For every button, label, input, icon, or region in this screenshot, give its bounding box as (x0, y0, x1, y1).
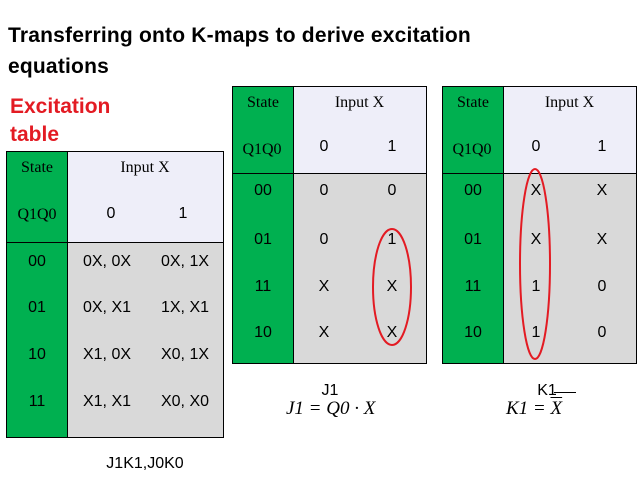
group-oval (519, 168, 551, 360)
row-divider (7, 242, 223, 243)
table-cell: 0X, 1X (160, 253, 210, 270)
input-label: Input X (334, 94, 385, 111)
table-row-state: 00 (254, 182, 272, 199)
kmap-j1-caption: J1 (321, 382, 339, 399)
subtitle-line-2: table (10, 123, 60, 146)
state-label: State (457, 94, 489, 111)
kmap-cell: X (318, 324, 330, 341)
state-label: State (247, 94, 279, 111)
state-column-bg (443, 87, 503, 363)
state-label: State (21, 159, 53, 176)
table-row-state: 01 (28, 299, 46, 316)
table-cell: X0, X0 (160, 393, 210, 410)
subtitle-line-1: Excitation (10, 95, 111, 118)
kmap-j1-grouping-loop (372, 228, 412, 346)
table-row-state: 01 (464, 231, 482, 248)
column-divider (67, 152, 68, 437)
table-row-state: 10 (28, 346, 46, 363)
kmap-cell: 0 (319, 182, 329, 199)
table-cell: 0X, X1 (82, 299, 132, 316)
kmap-k1: State Input X Q1Q0 0 1 00 X X 01 X X 11 … (442, 86, 637, 364)
table-cell: 1X, X1 (160, 299, 210, 316)
kmap-cell: 1 (531, 324, 541, 341)
table-cell: 0X, 0X (82, 253, 132, 270)
table-row-state: 10 (254, 324, 272, 341)
kmap-cell: 0 (597, 324, 607, 341)
q-label: Q1Q0 (242, 141, 282, 158)
excitation-table-caption: J1K1,J0K0 (106, 455, 184, 472)
kmap-cell: 0 (319, 231, 329, 248)
table-row-state: 10 (464, 324, 482, 341)
column-divider (293, 87, 294, 363)
column-divider (503, 87, 504, 363)
table-row-state: 00 (464, 182, 482, 199)
kmap-k1-caption: K1 (537, 382, 557, 399)
table-row-state: 11 (464, 278, 482, 295)
kmap-cell: X (596, 182, 608, 199)
kmap-cell: X (386, 278, 398, 295)
table-cell: X1, 0X (82, 346, 132, 363)
column-header-1: 1 (387, 138, 397, 155)
input-header-bg (503, 87, 636, 173)
title-line-1: Transferring onto K-maps to derive excit… (8, 24, 471, 47)
q-label: Q1Q0 (17, 206, 57, 223)
kmap-cell: X (386, 324, 398, 341)
kmap-k1-grouping-loop (519, 168, 551, 360)
state-column-bg (233, 87, 293, 363)
k1-equation: K1 = X (506, 398, 562, 420)
caption-overline (554, 392, 576, 393)
table-cell: X1, X1 (82, 393, 132, 410)
kmap-cell: X (530, 182, 542, 199)
group-oval (372, 228, 412, 346)
table-row-state: 11 (28, 393, 46, 410)
k1-equation-lhs: K1 = (506, 398, 546, 419)
kmap-cell: 1 (387, 231, 397, 248)
kmap-cell: 0 (387, 182, 397, 199)
excitation-table: State Input X Q1Q0 0 1 00 0X, 0X 0X, 1X … (6, 151, 224, 438)
column-header-1: 1 (597, 138, 607, 155)
column-header-0: 0 (319, 138, 329, 155)
slide-title: Transferring onto K-maps to derive excit… (8, 20, 471, 82)
kmap-cell: 1 (531, 278, 541, 295)
values-bg (67, 242, 223, 437)
table-row-state: 01 (254, 231, 272, 248)
column-header-0: 0 (531, 138, 541, 155)
state-column-bg (7, 152, 67, 437)
title-line-2: equations (8, 55, 109, 78)
input-header-bg (293, 87, 426, 173)
table-row-state: 00 (28, 253, 46, 270)
kmap-j1: State Input X Q1Q0 0 1 00 0 0 01 0 1 11 … (232, 86, 427, 364)
table-cell: X0, 1X (160, 346, 210, 363)
column-header-0: 0 (106, 205, 116, 222)
q-label: Q1Q0 (452, 141, 492, 158)
excitation-table-heading: Excitation table (10, 93, 110, 149)
row-divider (233, 173, 426, 174)
j1-equation: J1 = Q0 · X (286, 398, 376, 419)
input-header-bg (67, 152, 223, 242)
table-row-state: 11 (254, 278, 272, 295)
kmap-cell: X (530, 231, 542, 248)
kmap-cell: X (596, 231, 608, 248)
input-label: Input X (544, 94, 595, 111)
k1-equation-rhs: X (550, 398, 563, 419)
kmap-cell: X (318, 278, 330, 295)
column-header-1: 1 (178, 205, 188, 222)
kmap-cell: 0 (597, 278, 607, 295)
input-label: Input X (120, 159, 170, 176)
